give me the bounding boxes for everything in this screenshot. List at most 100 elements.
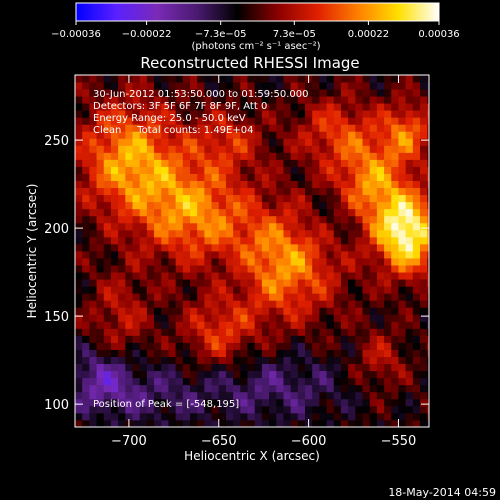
- heatmap-cell: [82, 314, 90, 322]
- heatmap-cell: [405, 335, 414, 343]
- heatmap-cell: [333, 391, 342, 400]
- heatmap-cell: [427, 166, 430, 174]
- heatmap-cell: [312, 391, 320, 400]
- heatmap-cell: [154, 145, 162, 153]
- heatmap-cell: [384, 419, 392, 428]
- heatmap-cell: [376, 258, 385, 266]
- heatmap-cell: [261, 335, 270, 343]
- heatmap-cell: [427, 293, 430, 301]
- heatmap-cell: [233, 265, 241, 273]
- heatmap-cell: [82, 173, 90, 181]
- heatmap-cell: [254, 398, 263, 407]
- heatmap-cell: [369, 131, 378, 139]
- heatmap-cell: [190, 82, 198, 90]
- heatmap-cell: [132, 328, 141, 336]
- heatmap-cell: [391, 335, 399, 343]
- heatmap-cell: [103, 145, 112, 153]
- heatmap-cell: [233, 159, 241, 167]
- heatmap-cell: [398, 145, 407, 153]
- heatmap-cell: [247, 187, 256, 196]
- heatmap-cell: [355, 293, 363, 301]
- heatmap-cell: [118, 342, 126, 350]
- heatmap-cell: [118, 419, 126, 428]
- heatmap-cell: [168, 391, 177, 400]
- heatmap-cell: [75, 96, 83, 104]
- heatmap-cell: [154, 356, 162, 365]
- heatmap-cell: [369, 370, 378, 379]
- heatmap-cell: [305, 96, 313, 104]
- heatmap-cell: [319, 321, 327, 329]
- heatmap-cell: [139, 265, 148, 273]
- heatmap-cell: [110, 138, 119, 146]
- colorbar-tick-label: −0.00036: [51, 29, 101, 40]
- heatmap-cell: [405, 187, 414, 196]
- heatmap-cell: [182, 391, 191, 400]
- heatmap-cell: [82, 265, 90, 273]
- heatmap-cell: [326, 201, 335, 210]
- heatmap-cell: [89, 222, 97, 231]
- heatmap-cell: [391, 215, 399, 224]
- heatmap-cell: [75, 201, 83, 210]
- heatmap-cell: [261, 229, 270, 238]
- heatmap-cell: [340, 398, 349, 407]
- heatmap-cell: [384, 391, 392, 400]
- heatmap-cell: [82, 75, 90, 83]
- heatmap-cell: [391, 258, 399, 266]
- heatmap-cell: [362, 166, 371, 174]
- heatmap-cell: [269, 307, 277, 315]
- heatmap-cell: [384, 398, 392, 407]
- heatmap-cell: [161, 96, 169, 104]
- heatmap-cell: [204, 75, 212, 83]
- heatmap-cell: [75, 229, 83, 238]
- heatmap-cell: [333, 265, 342, 273]
- heatmap-cell: [283, 194, 292, 203]
- heatmap-cell: [412, 419, 421, 428]
- heatmap-cell: [118, 243, 126, 252]
- heatmap-cell: [190, 356, 198, 365]
- heatmap-cell: [247, 258, 256, 266]
- heatmap-cell: [405, 384, 414, 393]
- heatmap-cell: [369, 377, 378, 386]
- heatmap-cell: [312, 328, 320, 336]
- heatmap-cell: [175, 363, 184, 372]
- heatmap-cell: [405, 75, 414, 83]
- heatmap-cell: [182, 384, 191, 393]
- heatmap-cell: [391, 314, 399, 322]
- heatmap-cell: [225, 138, 234, 146]
- heatmap-cell: [369, 103, 378, 111]
- heatmap-cell: [132, 187, 141, 196]
- heatmap-cell: [420, 251, 428, 259]
- heatmap-cell: [82, 356, 90, 365]
- heatmap-cell: [420, 117, 428, 125]
- heatmap-cell: [175, 187, 184, 196]
- heatmap-cell: [261, 251, 270, 259]
- annotation-peak-position: Position of Peak = [-548,195]: [93, 399, 239, 410]
- heatmap-cell: [204, 279, 212, 287]
- heatmap-cell: [269, 194, 277, 203]
- heatmap-cell: [125, 229, 133, 238]
- heatmap-cell: [333, 159, 342, 167]
- heatmap-cell: [197, 412, 205, 421]
- heatmap-cell: [211, 419, 220, 428]
- heatmap-cell: [290, 215, 299, 224]
- heatmap-cell: [305, 208, 313, 217]
- heatmap-cell: [154, 258, 162, 266]
- heatmap-cell: [355, 335, 363, 343]
- heatmap-cell: [290, 159, 299, 167]
- heatmap-cell: [146, 300, 155, 308]
- heatmap-cell: [369, 286, 378, 294]
- heatmap-cell: [376, 328, 385, 336]
- heatmap-cell: [312, 173, 320, 181]
- heatmap-cell: [247, 124, 256, 132]
- heatmap-cell: [218, 152, 227, 160]
- heatmap-cell: [103, 75, 112, 83]
- heatmap-cell: [82, 405, 90, 414]
- heatmap-cell: [233, 131, 241, 139]
- heatmap-cell: [319, 279, 327, 287]
- heatmap-cell: [103, 215, 112, 224]
- heatmap-cell: [190, 236, 198, 245]
- heatmap-cell: [89, 187, 97, 196]
- heatmap-cell: [75, 377, 83, 386]
- heatmap-cell: [146, 384, 155, 393]
- heatmap-cell: [125, 110, 133, 118]
